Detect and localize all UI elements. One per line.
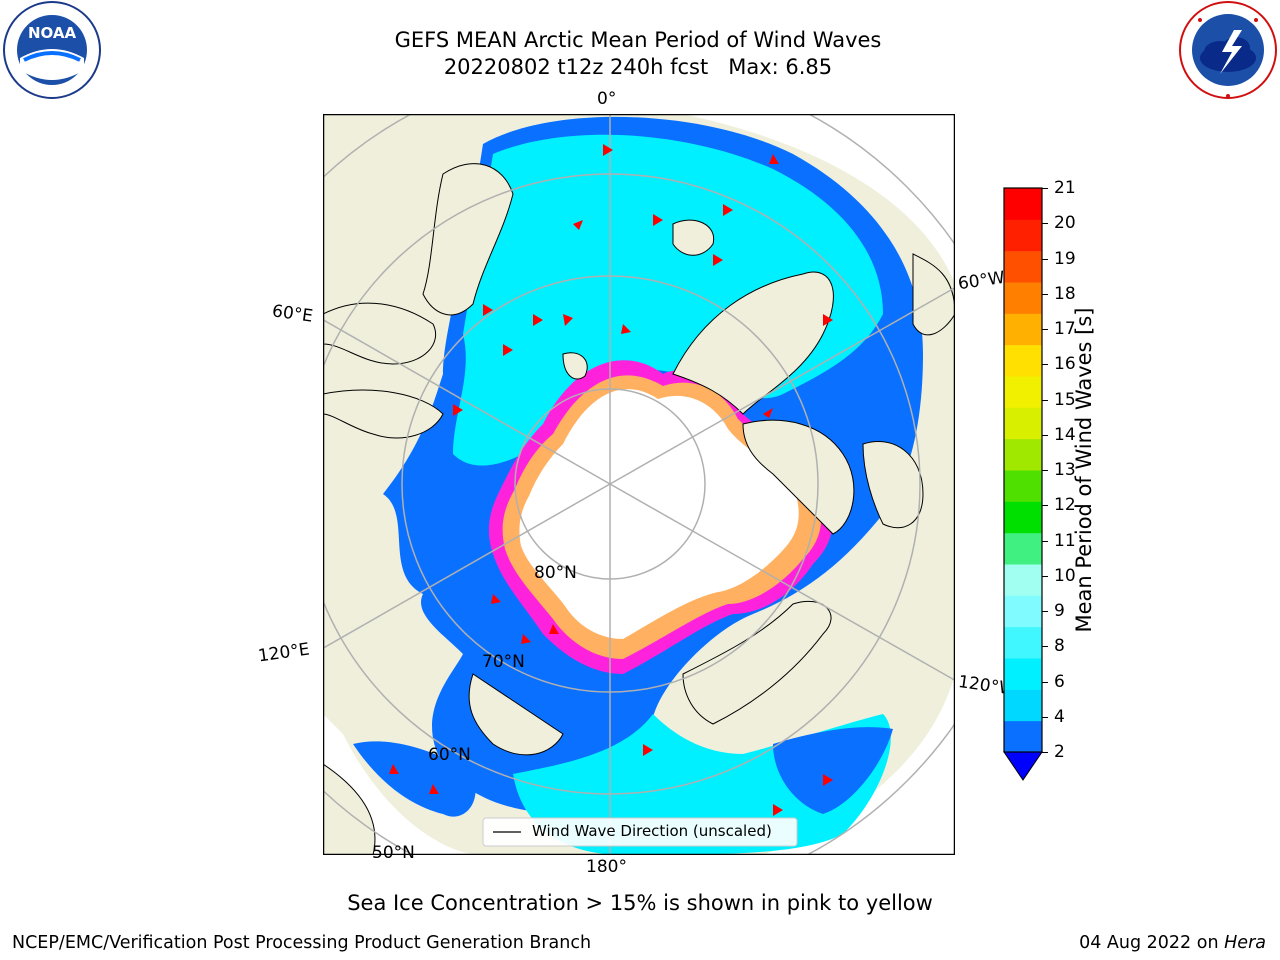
colorbar-tick-label: 11 [1054,530,1076,551]
colorbar-tick-label: 6 [1054,671,1065,692]
noaa-logo-text: NOAA [28,24,77,42]
colorbar-tick-mark [1042,470,1048,471]
noaa-logo: NOAA [3,1,101,99]
colorbar-tick-label: 13 [1054,460,1076,480]
colorbar-tick-mark [1042,752,1048,753]
colorbar-tick-mark [1042,434,1048,436]
colorbar-segment [1004,532,1042,565]
legend-box [482,817,798,847]
wind-wave-arrows [389,144,833,816]
colorbar-segment [1004,407,1042,440]
colorbar-tick-mark [1042,681,1048,683]
colorbar-label: Mean Period of Wind Waves [s] [1072,307,1096,633]
colorbar-segment [1004,344,1042,377]
colorbar-segment [1004,376,1042,408]
colorbar-extend-arrow [1003,751,1043,781]
colorbar-tick-label: 19 [1054,248,1076,269]
colorbar-tick-mark [1042,575,1048,577]
colorbar-segment [1004,658,1042,690]
colorbar-tick-label: 10 [1054,565,1076,586]
lat-label-60: 60°N [428,745,471,765]
colorbar-tick-mark [1042,364,1048,366]
colorbar-tick-label: 2 [1054,742,1065,762]
colorbar-tick-mark [1042,611,1048,612]
colorbar-tick-mark [1042,223,1048,225]
lon-label-upper-left: 60°E [270,301,315,327]
chart-title: GEFS MEAN Arctic Mean Period of Wind Wav… [394,28,882,52]
colorbar-segment [1004,282,1042,314]
colorbar-segment [1004,626,1042,659]
ice-note: Sea Ice Concentration > 15% is shown in … [347,891,933,915]
footer-left: NCEP/EMC/Verification Post Processing Pr… [12,933,592,953]
lon-label-top: 0° [597,89,617,109]
colorbar-tick-label: 21 [1054,178,1076,198]
colorbar-tick-mark [1042,540,1048,542]
colorbar-tick-label: 4 [1054,706,1065,727]
lon-label-upper-right: 60°W [956,267,1007,295]
lon-label-lower-left: 120°E [256,639,311,667]
colorbar-segment [1004,720,1042,753]
colorbar-tick-label: 18 [1054,283,1076,304]
colorbar-tick-mark [1042,258,1048,260]
colorbar-segment [1004,313,1042,346]
colorbar-tick-label: 14 [1054,424,1076,445]
colorbar-segment [1004,564,1042,596]
colorbar-tick-label: 9 [1054,601,1065,621]
colorbar-segment [1004,501,1042,534]
colorbar-tick-mark [1042,293,1048,295]
legend-label: Wind Wave Direction (unscaled) [532,822,772,840]
colorbar-tick-label: 17 [1054,319,1076,339]
colorbar-tick-label: 12 [1054,495,1076,516]
colorbar-segment [1004,188,1042,220]
footer-right: 04 Aug 2022 on Hera [1079,933,1266,953]
colorbar-tick-mark [1042,505,1048,507]
colorbar-segment [1004,470,1042,502]
colorbar-segment [1004,250,1042,283]
colorbar-tick-mark [1042,329,1048,330]
footer-host: Hera [1224,933,1266,953]
colorbar-tick-mark [1042,716,1048,718]
lat-label-80: 80°N [534,563,577,583]
footer-date: 04 Aug 2022 on [1079,933,1219,953]
colorbar-segment [1004,689,1042,722]
colorbar-segment [1004,219,1042,252]
nws-logo [1179,1,1277,99]
lon-label-bottom: 180° [586,857,627,877]
colorbar-tick-label: 16 [1054,354,1076,375]
colorbar-segment [1004,595,1042,628]
colorbar-tick-label: 15 [1054,389,1076,410]
lat-label-70: 70°N [482,652,525,672]
lat-label-50: 50°N [372,843,415,863]
arctic-map [323,114,955,855]
colorbar [1003,187,1043,781]
colorbar-segment [1004,438,1042,471]
colorbar-tick-mark [1042,188,1048,189]
colorbar-tick-mark [1042,646,1048,648]
colorbar-tick-label: 20 [1054,213,1076,234]
chart-subtitle: 20220802 t12z 240h fcst Max: 6.85 [443,55,833,79]
colorbar-tick-mark [1042,399,1048,401]
colorbar-tick-label: 8 [1054,636,1065,657]
